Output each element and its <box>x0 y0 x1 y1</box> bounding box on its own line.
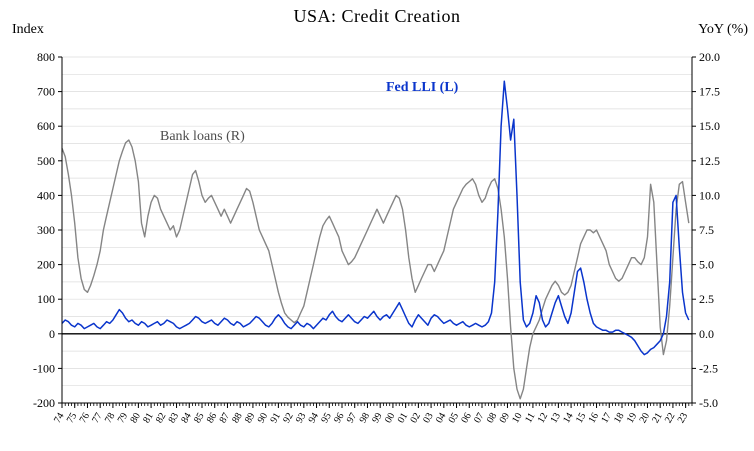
svg-text:-200: -200 <box>33 396 55 410</box>
svg-text:16: 16 <box>587 411 602 425</box>
svg-text:09: 09 <box>498 411 513 425</box>
svg-text:0: 0 <box>49 327 55 341</box>
svg-text:21: 21 <box>650 411 665 425</box>
svg-text:-5.0: -5.0 <box>699 396 718 410</box>
svg-text:600: 600 <box>37 119 55 133</box>
svg-text:80: 80 <box>128 411 143 425</box>
svg-text:0.0: 0.0 <box>699 327 714 341</box>
svg-text:85: 85 <box>192 411 207 425</box>
svg-text:23: 23 <box>676 411 691 425</box>
svg-text:93: 93 <box>294 411 309 425</box>
svg-text:94: 94 <box>307 411 322 425</box>
svg-text:200: 200 <box>37 258 55 272</box>
svg-text:19: 19 <box>625 411 640 425</box>
svg-text:15: 15 <box>574 411 589 425</box>
svg-text:100: 100 <box>37 292 55 306</box>
svg-text:95: 95 <box>319 411 334 425</box>
svg-text:88: 88 <box>230 411 245 425</box>
svg-text:10: 10 <box>510 411 525 425</box>
svg-text:89: 89 <box>243 411 258 425</box>
svg-text:87: 87 <box>218 411 233 425</box>
svg-text:13: 13 <box>548 411 563 425</box>
svg-text:-2.5: -2.5 <box>699 361 718 375</box>
svg-text:17.5: 17.5 <box>699 85 720 99</box>
svg-text:86: 86 <box>205 411 220 425</box>
svg-text:500: 500 <box>37 154 55 168</box>
svg-text:800: 800 <box>37 50 55 64</box>
svg-text:05: 05 <box>447 411 462 425</box>
svg-text:14: 14 <box>561 411 576 425</box>
svg-text:76: 76 <box>78 411 93 425</box>
svg-text:12: 12 <box>536 411 551 425</box>
svg-text:04: 04 <box>434 411 449 425</box>
svg-text:91: 91 <box>268 411 283 425</box>
svg-text:99: 99 <box>370 411 385 425</box>
svg-text:78: 78 <box>103 411 118 425</box>
svg-text:06: 06 <box>459 411 474 425</box>
svg-text:81: 81 <box>141 411 156 425</box>
svg-text:97: 97 <box>345 411 360 425</box>
svg-text:7.5: 7.5 <box>699 223 714 237</box>
svg-text:90: 90 <box>256 411 271 425</box>
svg-text:00: 00 <box>383 411 398 425</box>
svg-text:22: 22 <box>663 411 678 425</box>
svg-text:11: 11 <box>523 411 537 425</box>
svg-text:12.5: 12.5 <box>699 154 720 168</box>
svg-text:03: 03 <box>421 411 436 425</box>
svg-text:2.5: 2.5 <box>699 292 714 306</box>
svg-text:5.0: 5.0 <box>699 258 714 272</box>
svg-text:07: 07 <box>472 411 487 425</box>
svg-text:08: 08 <box>485 411 500 425</box>
svg-text:-100: -100 <box>33 361 55 375</box>
svg-text:700: 700 <box>37 85 55 99</box>
svg-text:400: 400 <box>37 188 55 202</box>
svg-text:77: 77 <box>90 411 105 425</box>
series-label-bank-loans: Bank loans (R) <box>160 129 245 144</box>
right-axis-title: YoY (%) <box>698 22 748 37</box>
svg-text:98: 98 <box>358 411 373 425</box>
svg-text:96: 96 <box>332 411 347 425</box>
svg-text:15.0: 15.0 <box>699 119 720 133</box>
svg-text:92: 92 <box>281 411 296 425</box>
svg-text:20.0: 20.0 <box>699 50 720 64</box>
svg-text:18: 18 <box>612 411 627 425</box>
svg-text:17: 17 <box>599 411 614 425</box>
svg-text:84: 84 <box>179 411 194 425</box>
left-axis-title: Index <box>12 22 44 37</box>
svg-text:02: 02 <box>408 411 423 425</box>
svg-text:20: 20 <box>638 411 653 425</box>
svg-text:74: 74 <box>52 411 67 425</box>
series-label-fed-lli: Fed LLI (L) <box>386 80 459 95</box>
svg-text:10.0: 10.0 <box>699 188 720 202</box>
chart-title: USA: Credit Creation <box>293 6 461 26</box>
svg-text:79: 79 <box>116 411 131 425</box>
svg-text:82: 82 <box>154 411 169 425</box>
svg-text:300: 300 <box>37 223 55 237</box>
svg-text:83: 83 <box>167 411 182 425</box>
svg-text:01: 01 <box>396 411 411 425</box>
svg-text:75: 75 <box>65 411 80 425</box>
